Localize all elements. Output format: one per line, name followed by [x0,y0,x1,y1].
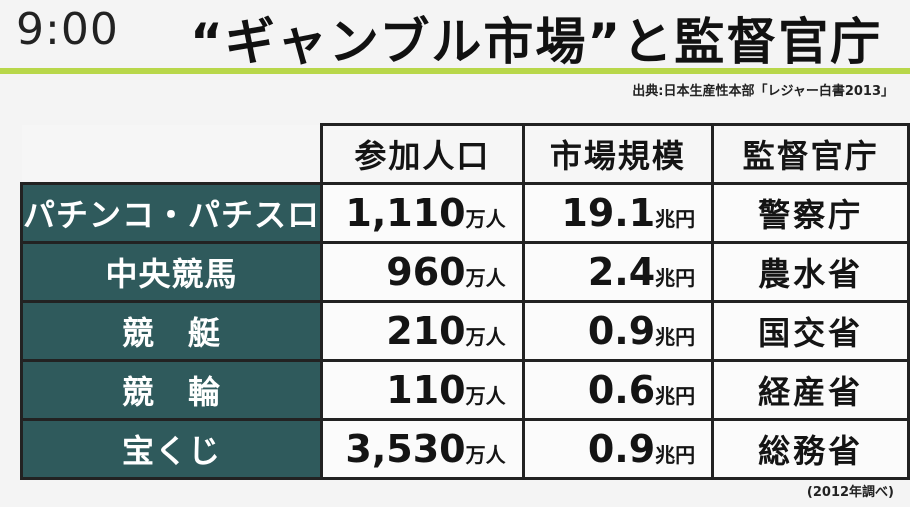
table-row: 宝くじ 3,530万人 0.9兆円 総務省 [19,418,910,480]
column-header-agency: 監督官庁 [711,123,910,185]
table-row: 競 輪 110万人 0.6兆円 経産省 [19,359,910,421]
market-unit: 兆円 [655,266,696,290]
market-unit: 兆円 [655,443,696,467]
market-unit: 兆円 [655,207,696,231]
market-value: 2.4 [587,250,656,294]
population-value: 1,110 [345,191,466,235]
market-value: 19.1 [561,191,656,235]
table-row: 中央競馬 960万人 2.4兆円 農水省 [19,241,910,303]
data-table: 参加人口 市場規模 監督官庁 パチンコ・パチスロ 1,110万人 19.1兆円 … [19,123,910,480]
table-corner-cell [21,124,322,185]
population-cell: 3,530万人 [320,418,525,480]
table-row: 競 艇 210万人 0.9兆円 国交省 [19,300,910,362]
population-cell: 110万人 [320,359,525,421]
clock-display: 9:00 [16,4,119,55]
population-value: 3,530 [345,427,466,471]
market-value: 0.6 [587,368,656,412]
row-header: パチンコ・パチスロ [19,182,324,244]
page-title: “ギャンブル市場”と監督官庁 [190,13,883,71]
market-unit: 兆円 [655,325,696,349]
row-header: 中央競馬 [19,241,324,303]
table-header-row: 参加人口 市場規模 監督官庁 [21,123,910,185]
market-cell: 19.1兆円 [521,182,715,244]
population-unit: 万人 [465,384,506,408]
market-cell: 2.4兆円 [521,241,715,303]
gambling-market-table: 参加人口 市場規模 監督官庁 パチンコ・パチスロ 1,110万人 19.1兆円 … [19,123,910,480]
row-header: 宝くじ [19,418,324,480]
population-value: 960 [386,250,466,294]
market-value: 0.9 [587,309,656,353]
population-unit: 万人 [465,266,506,290]
agency-cell: 経産省 [711,359,910,421]
population-unit: 万人 [465,325,506,349]
agency-cell: 国交省 [711,300,910,362]
source-credit: 出典:日本生産性本部「レジャー白書2013」 [632,84,894,99]
population-cell: 1,110万人 [320,182,525,244]
population-cell: 960万人 [320,241,525,303]
agency-cell: 農水省 [711,241,910,303]
agency-cell: 総務省 [711,418,910,480]
population-unit: 万人 [465,207,506,231]
market-cell: 0.6兆円 [521,359,715,421]
row-header: 競 輪 [19,359,324,421]
population-cell: 210万人 [320,300,525,362]
agency-cell: 警察庁 [711,182,910,244]
survey-year-note: (2012年調べ) [806,485,894,500]
market-cell: 0.9兆円 [521,300,715,362]
market-unit: 兆円 [655,384,696,408]
market-value: 0.9 [587,427,656,471]
market-cell: 0.9兆円 [521,418,715,480]
title-underline-rule [0,68,910,74]
column-header-population: 参加人口 [320,123,525,185]
table-row: パチンコ・パチスロ 1,110万人 19.1兆円 警察庁 [19,182,910,244]
population-unit: 万人 [465,443,506,467]
row-header: 競 艇 [19,300,324,362]
column-header-market: 市場規模 [521,123,715,185]
population-value: 110 [386,368,466,412]
population-value: 210 [386,309,466,353]
